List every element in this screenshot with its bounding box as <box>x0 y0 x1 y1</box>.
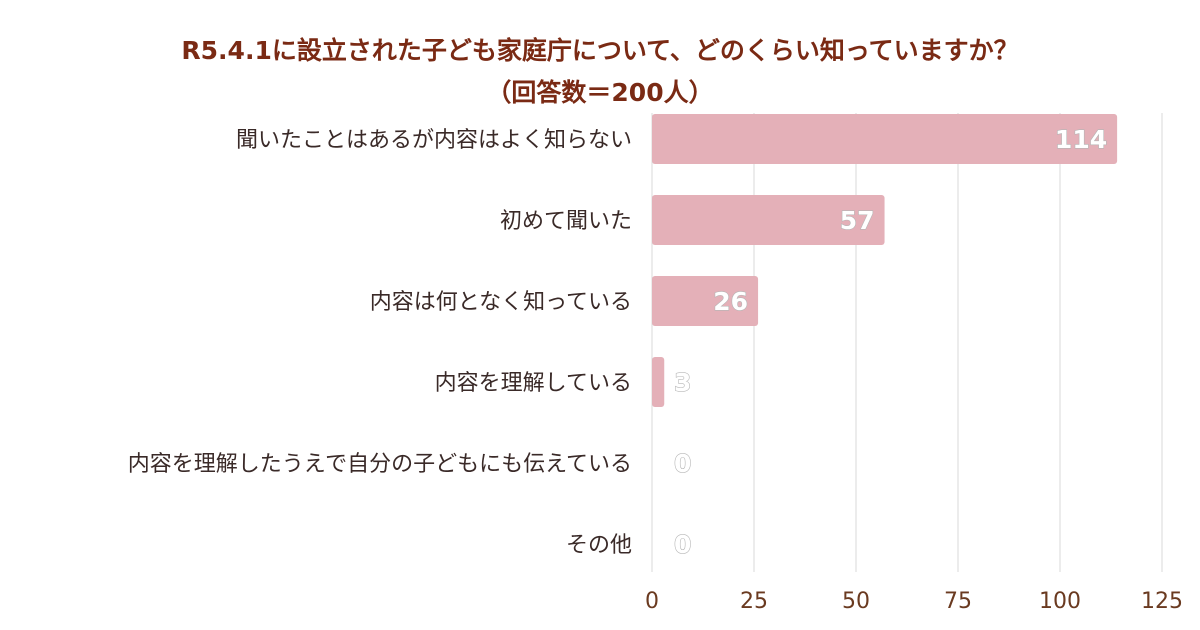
chart-title: R5.4.1に設立された子ども家庭庁について、どのくらい知っていますか？ <box>181 36 1019 65</box>
bar <box>652 114 1118 164</box>
chart-subtitle: （回答数＝200人） <box>486 78 714 107</box>
category-label: 初めて聞いた <box>500 209 632 234</box>
x-tick-label: 125 <box>1141 589 1183 614</box>
category-label: 内容は何となく知っている <box>370 290 632 315</box>
bar <box>652 276 759 326</box>
data-label: 3 <box>674 368 691 397</box>
data-label: 57 <box>840 206 875 235</box>
x-tick-label: 50 <box>842 589 870 614</box>
category-label: その他 <box>566 533 632 558</box>
x-tick-label: 100 <box>1039 589 1081 614</box>
x-tick-label: 75 <box>944 589 972 614</box>
category-label: 聞いたことはあるが内容はよく知らない <box>236 128 632 153</box>
x-tick-label: 25 <box>740 589 768 614</box>
data-label: 26 <box>713 287 748 316</box>
category-label: 内容を理解している <box>435 371 632 396</box>
bar <box>652 195 885 245</box>
data-label: 0 <box>674 449 691 478</box>
x-tick-label: 0 <box>645 589 659 614</box>
category-label: 内容を理解したうえで自分の子どもにも伝えている <box>128 452 632 477</box>
bar <box>652 357 665 407</box>
data-label: 114 <box>1055 125 1107 154</box>
data-label: 0 <box>674 530 691 559</box>
